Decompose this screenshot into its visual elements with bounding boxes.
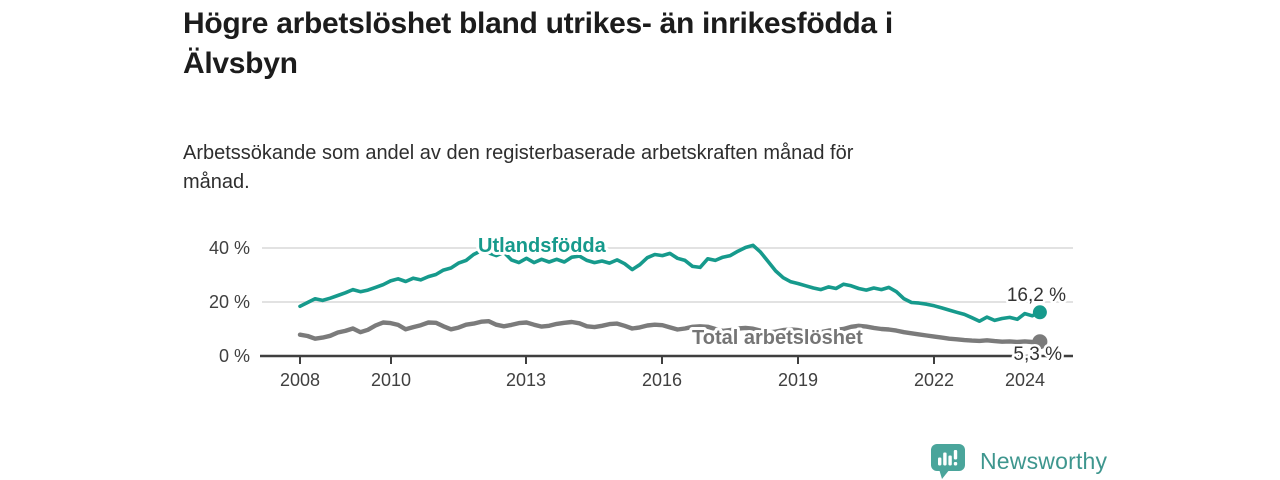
series-label-utlandsfodda: Utlandsfödda xyxy=(478,235,607,257)
chart-subtitle: Arbetssökande som andel av den registerb… xyxy=(183,139,1083,197)
x-axis: 2008 2010 2013 2016 2019 2022 2024 xyxy=(260,354,1073,390)
x-tick-label-2008: 2008 xyxy=(280,370,320,390)
series-end-dot-1 xyxy=(1032,334,1048,350)
x-tick-label-2019: 2019 xyxy=(778,370,818,390)
x-tick-label-2010: 2010 xyxy=(371,370,411,390)
gridlines xyxy=(262,247,1073,303)
chart-subtitle-line-2: månad. xyxy=(183,171,250,193)
y-axis: 0 % 20 % 40 % xyxy=(209,238,250,366)
y-tick-label-40: 40 % xyxy=(209,238,250,258)
series-line-0 xyxy=(298,243,1042,324)
x-tick-label-2016: 2016 xyxy=(642,370,682,390)
series-lines xyxy=(297,243,1048,350)
series-labels: Utlandsfödda Total arbetslöshet 16,2 % 5… xyxy=(475,232,1069,368)
end-value-label-utlandsfodda: 16,2 % xyxy=(1007,285,1066,306)
newsworthy-logo[interactable]: Newsworthy xyxy=(930,443,1107,480)
x-tick-label-2013: 2013 xyxy=(506,370,546,390)
y-tick-label-0: 0 % xyxy=(219,346,250,366)
page-title: Högre arbetslöshet bland utrikes- än inr… xyxy=(183,4,1123,84)
newsworthy-logo-text: Newsworthy xyxy=(980,448,1108,474)
series-end-dot-0 xyxy=(1032,305,1047,320)
x-tick-label-2022: 2022 xyxy=(914,370,954,390)
x-tick-label-2024: 2024 xyxy=(1005,370,1045,390)
page-title-line-2: Älvsbyn xyxy=(183,47,298,80)
end-value-label-total-arbetsloshet: 5,3 % xyxy=(1013,344,1062,365)
series-line-1 xyxy=(297,319,1043,345)
series-label-total-arbetsloshet: Total arbetslöshet xyxy=(692,327,863,349)
y-tick-label-20: 20 % xyxy=(209,292,250,312)
page-title-line-1: Högre arbetslöshet bland utrikes- än inr… xyxy=(183,7,893,40)
chart-subtitle-line-1: Arbetssökande som andel av den registerb… xyxy=(183,142,854,164)
newsworthy-logo-icon xyxy=(931,444,965,479)
